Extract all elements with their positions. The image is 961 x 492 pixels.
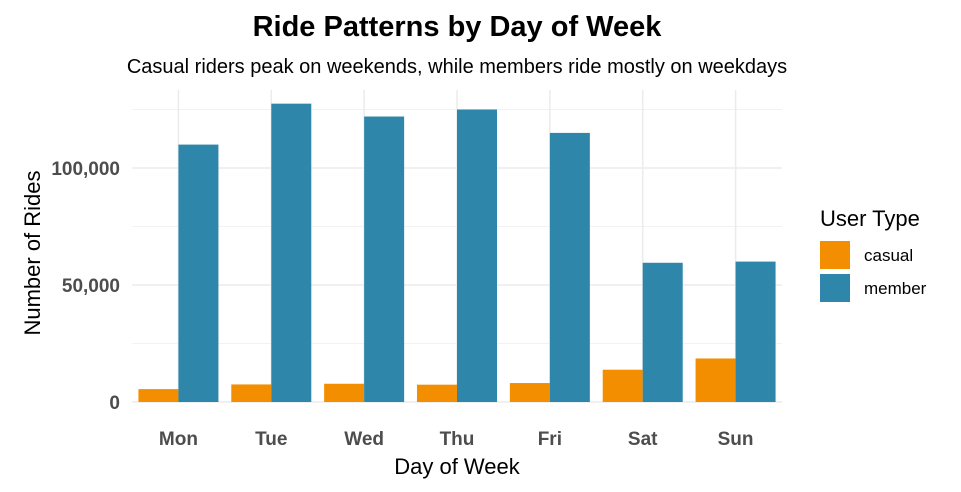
chart-subtitle: Casual riders peak on weekends, while me… bbox=[127, 56, 787, 78]
x-tick-label: Sun bbox=[718, 429, 754, 450]
legend-label-member: member bbox=[864, 279, 927, 298]
bar-member-wed bbox=[364, 116, 405, 403]
bar-casual-tue bbox=[231, 384, 272, 402]
x-tick-label: Fri bbox=[538, 429, 562, 450]
bar-casual-sat bbox=[602, 369, 643, 402]
legend-swatch-casual bbox=[820, 241, 850, 269]
bars-group bbox=[138, 103, 776, 403]
legend: User Type casual member bbox=[820, 206, 927, 302]
y-tick-labels: 0 50,000 100,000 bbox=[51, 159, 120, 414]
bar-casual-sun bbox=[695, 358, 736, 402]
x-axis-title: Day of Week bbox=[394, 454, 521, 479]
y-tick-label: 50,000 bbox=[62, 276, 120, 297]
x-tick-label: Tue bbox=[255, 429, 287, 450]
bar-casual-thu bbox=[417, 384, 457, 402]
x-tick-label: Sat bbox=[628, 429, 658, 450]
bar-casual-mon bbox=[138, 389, 179, 402]
bar-casual-fri bbox=[509, 383, 550, 402]
x-tick-label: Thu bbox=[440, 429, 475, 450]
y-tick-label: 0 bbox=[109, 393, 120, 414]
bar-member-mon bbox=[178, 144, 219, 402]
x-tick-label: Wed bbox=[344, 429, 384, 450]
bar-member-tue bbox=[271, 103, 312, 403]
x-tick-label: Mon bbox=[159, 429, 198, 450]
bar-member-sat bbox=[642, 262, 683, 402]
bar-member-sun bbox=[735, 261, 776, 402]
legend-label-casual: casual bbox=[864, 246, 913, 265]
bar-member-fri bbox=[549, 132, 590, 402]
x-tick-labels: Mon Tue Wed Thu Fri Sat Sun bbox=[159, 429, 754, 450]
legend-swatch-member bbox=[820, 274, 850, 302]
y-axis-title: Number of Rides bbox=[20, 170, 45, 335]
chart-title: Ride Patterns by Day of Week bbox=[253, 11, 663, 43]
bar-casual-wed bbox=[324, 383, 365, 402]
bar-member-thu bbox=[457, 109, 497, 402]
y-tick-label: 100,000 bbox=[51, 159, 120, 180]
legend-title: User Type bbox=[820, 206, 920, 231]
